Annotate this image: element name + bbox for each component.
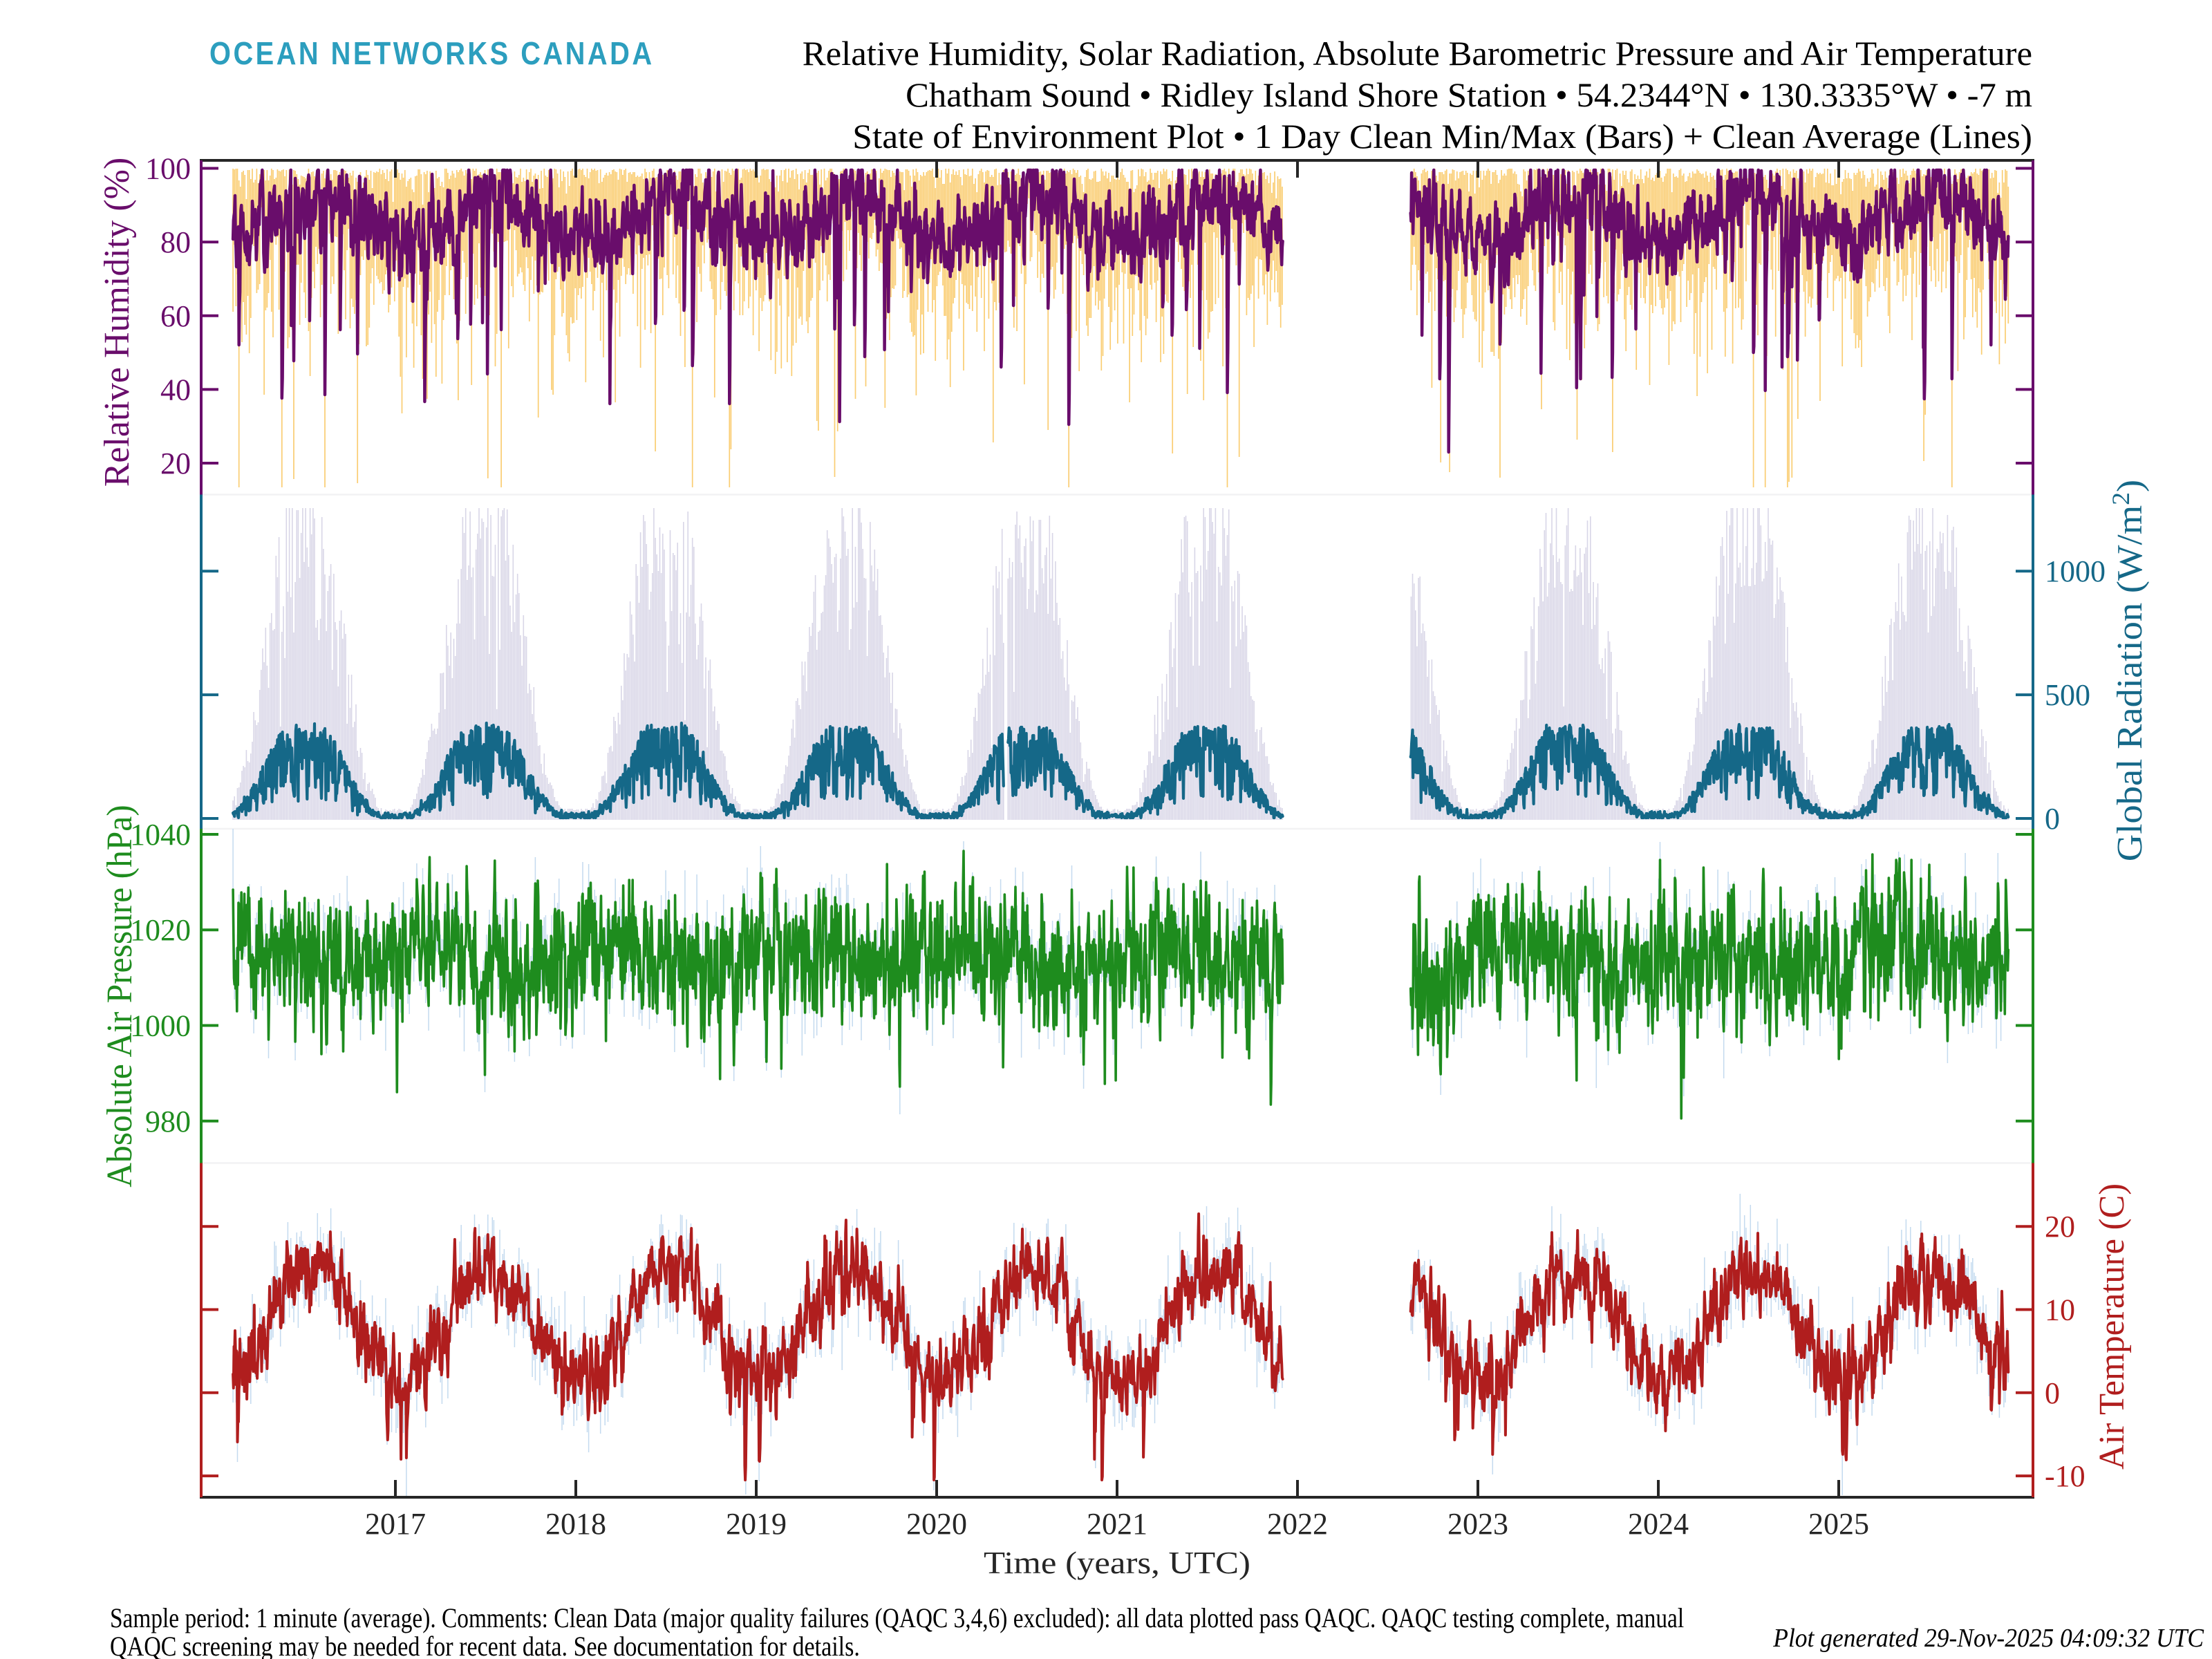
svg-text:0: 0	[2045, 1376, 2060, 1410]
svg-text:2019: 2019	[726, 1507, 787, 1541]
svg-text:-10: -10	[2045, 1459, 2086, 1493]
svg-text:60: 60	[160, 299, 191, 333]
svg-text:Chatham Sound • Ridley Island: Chatham Sound • Ridley Island Shore Stat…	[906, 75, 2032, 114]
svg-text:0: 0	[2045, 802, 2060, 836]
svg-text:500: 500	[2045, 678, 2090, 712]
svg-text:2021: 2021	[1087, 1507, 1147, 1541]
svg-text:2023: 2023	[1447, 1507, 1508, 1541]
svg-text:2025: 2025	[1808, 1507, 1869, 1541]
svg-text:2022: 2022	[1267, 1507, 1328, 1541]
svg-text:1020: 1020	[130, 913, 191, 947]
svg-text:2024: 2024	[1628, 1507, 1689, 1541]
svg-text:Relative Humidity, Solar Radia: Relative Humidity, Solar Radiation, Abso…	[803, 34, 2032, 73]
svg-text:100: 100	[145, 152, 191, 186]
svg-text:Plot generated 29-Nov-2025 04:: Plot generated 29-Nov-2025 04:09:32 UTC	[1772, 1623, 2204, 1652]
svg-text:980: 980	[145, 1105, 191, 1138]
svg-text:Relative Humidity (%): Relative Humidity (%)	[97, 158, 137, 487]
svg-text:OCEAN NETWORKS CANADA: OCEAN NETWORKS CANADA	[209, 36, 655, 71]
svg-text:40: 40	[160, 373, 191, 406]
svg-text:1000: 1000	[130, 1009, 191, 1043]
svg-text:20: 20	[2045, 1210, 2075, 1244]
svg-text:Air Temperature (C): Air Temperature (C)	[2092, 1183, 2132, 1470]
svg-text:Absolute Air Pressure (hPa): Absolute Air Pressure (hPa)	[100, 805, 139, 1187]
svg-text:QAQC screening may be needed f: QAQC screening may be needed for recent …	[110, 1632, 860, 1659]
svg-text:80: 80	[160, 225, 191, 259]
svg-text:20: 20	[160, 447, 191, 480]
svg-text:State of Environment Plot • 1: State of Environment Plot • 1 Day Clean …	[852, 118, 2032, 156]
svg-text:2020: 2020	[906, 1507, 967, 1541]
svg-text:1040: 1040	[130, 818, 191, 852]
svg-text:1000: 1000	[2045, 554, 2106, 588]
svg-text:Sample period: 1 minute (avera: Sample period: 1 minute (average). Comme…	[110, 1602, 1684, 1633]
svg-text:Global Radiation (W/m2): Global Radiation (W/m2)	[2107, 480, 2150, 861]
svg-text:10: 10	[2045, 1293, 2075, 1327]
svg-text:2018: 2018	[545, 1507, 606, 1541]
svg-text:Time (years, UTC): Time (years, UTC)	[984, 1546, 1250, 1580]
svg-text:2017: 2017	[365, 1507, 426, 1541]
